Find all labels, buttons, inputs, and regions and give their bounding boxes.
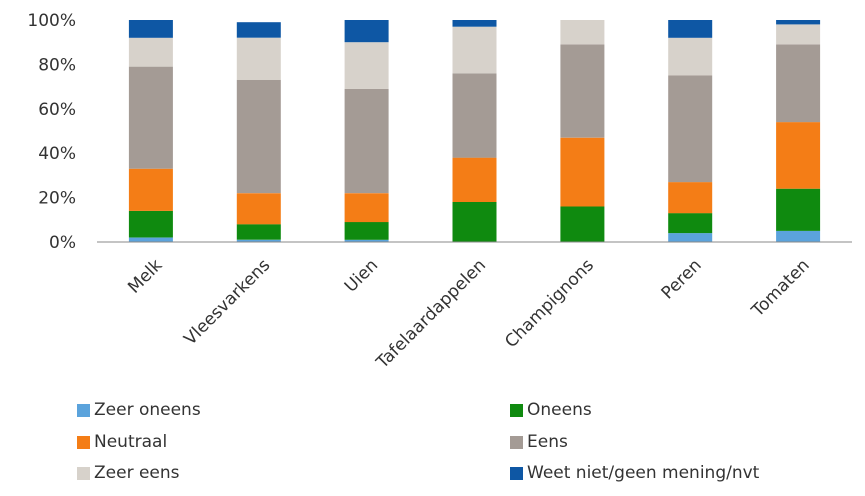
legend-swatch <box>510 403 523 417</box>
y-tick-label: 60% <box>38 100 76 120</box>
bar-segment <box>344 193 389 223</box>
bar-segment <box>452 73 497 158</box>
legend-item: Zeer eens <box>77 463 180 483</box>
bar-segment <box>668 20 713 38</box>
bar-segment <box>668 233 713 242</box>
bar-segment <box>668 37 713 76</box>
bar-segment <box>128 237 173 242</box>
bar-segment <box>236 239 281 242</box>
legend-item: Eens <box>510 432 568 452</box>
bar-segment <box>344 20 389 43</box>
legend-label: Zeer eens <box>94 463 180 483</box>
bar-segment <box>344 222 389 240</box>
bar-segment <box>776 24 821 45</box>
bar-segment <box>776 44 821 123</box>
legend-item: Neutraal <box>77 432 167 452</box>
legend-item: Zeer oneens <box>77 400 201 420</box>
y-tick-label: 0% <box>49 233 76 253</box>
bar-segment <box>776 230 821 242</box>
legend-swatch <box>510 466 523 480</box>
bar-segment <box>236 224 281 240</box>
y-tick-label: 20% <box>38 189 76 209</box>
bar-segment <box>452 20 497 27</box>
y-tick-label: 40% <box>38 144 76 164</box>
bar-segment <box>344 239 389 242</box>
bar-segment <box>344 88 389 194</box>
legend-label: Eens <box>527 432 568 452</box>
bar-segment <box>668 213 713 234</box>
bar-segment <box>236 37 281 80</box>
legend-swatch <box>77 435 90 449</box>
legend-swatch <box>77 466 90 480</box>
bar-segment <box>128 66 173 169</box>
bar-segment <box>452 202 497 242</box>
bar-segment <box>236 193 281 225</box>
bar-segment <box>776 122 821 189</box>
bar-segment <box>128 210 173 238</box>
bars-group <box>128 20 821 242</box>
legend-item: Oneens <box>510 400 592 420</box>
legend-label: Neutraal <box>94 432 168 452</box>
bar-segment <box>452 157 497 202</box>
bar-segment <box>560 206 605 242</box>
y-tick-label: 80% <box>38 55 76 75</box>
legend-item: Weet niet/geen mening/nvt <box>510 463 759 483</box>
legend-swatch <box>77 403 90 417</box>
bar-segment <box>560 137 605 207</box>
legend-label: Oneens <box>527 400 592 420</box>
bar-segment <box>776 188 821 231</box>
bar-segment <box>776 20 821 25</box>
bar-segment <box>344 42 389 89</box>
legend-label: Weet niet/geen mening/nvt <box>527 463 760 483</box>
legend-swatch <box>510 435 523 449</box>
bar-segment <box>668 182 713 214</box>
bar-segment <box>128 20 173 38</box>
bar-segment <box>560 20 605 45</box>
bar-segment <box>668 75 713 183</box>
legend-label: Zeer oneens <box>94 400 201 420</box>
bar-segment <box>128 168 173 211</box>
bar-segment <box>452 26 497 74</box>
bar-segment <box>236 79 281 194</box>
y-tick-label: 100% <box>27 11 76 31</box>
bar-segment <box>560 44 605 138</box>
bar-segment <box>236 22 281 38</box>
bar-segment <box>128 37 173 67</box>
y-axis-ticks: 0% 20% 40% 60% 80% 100% <box>27 11 76 253</box>
